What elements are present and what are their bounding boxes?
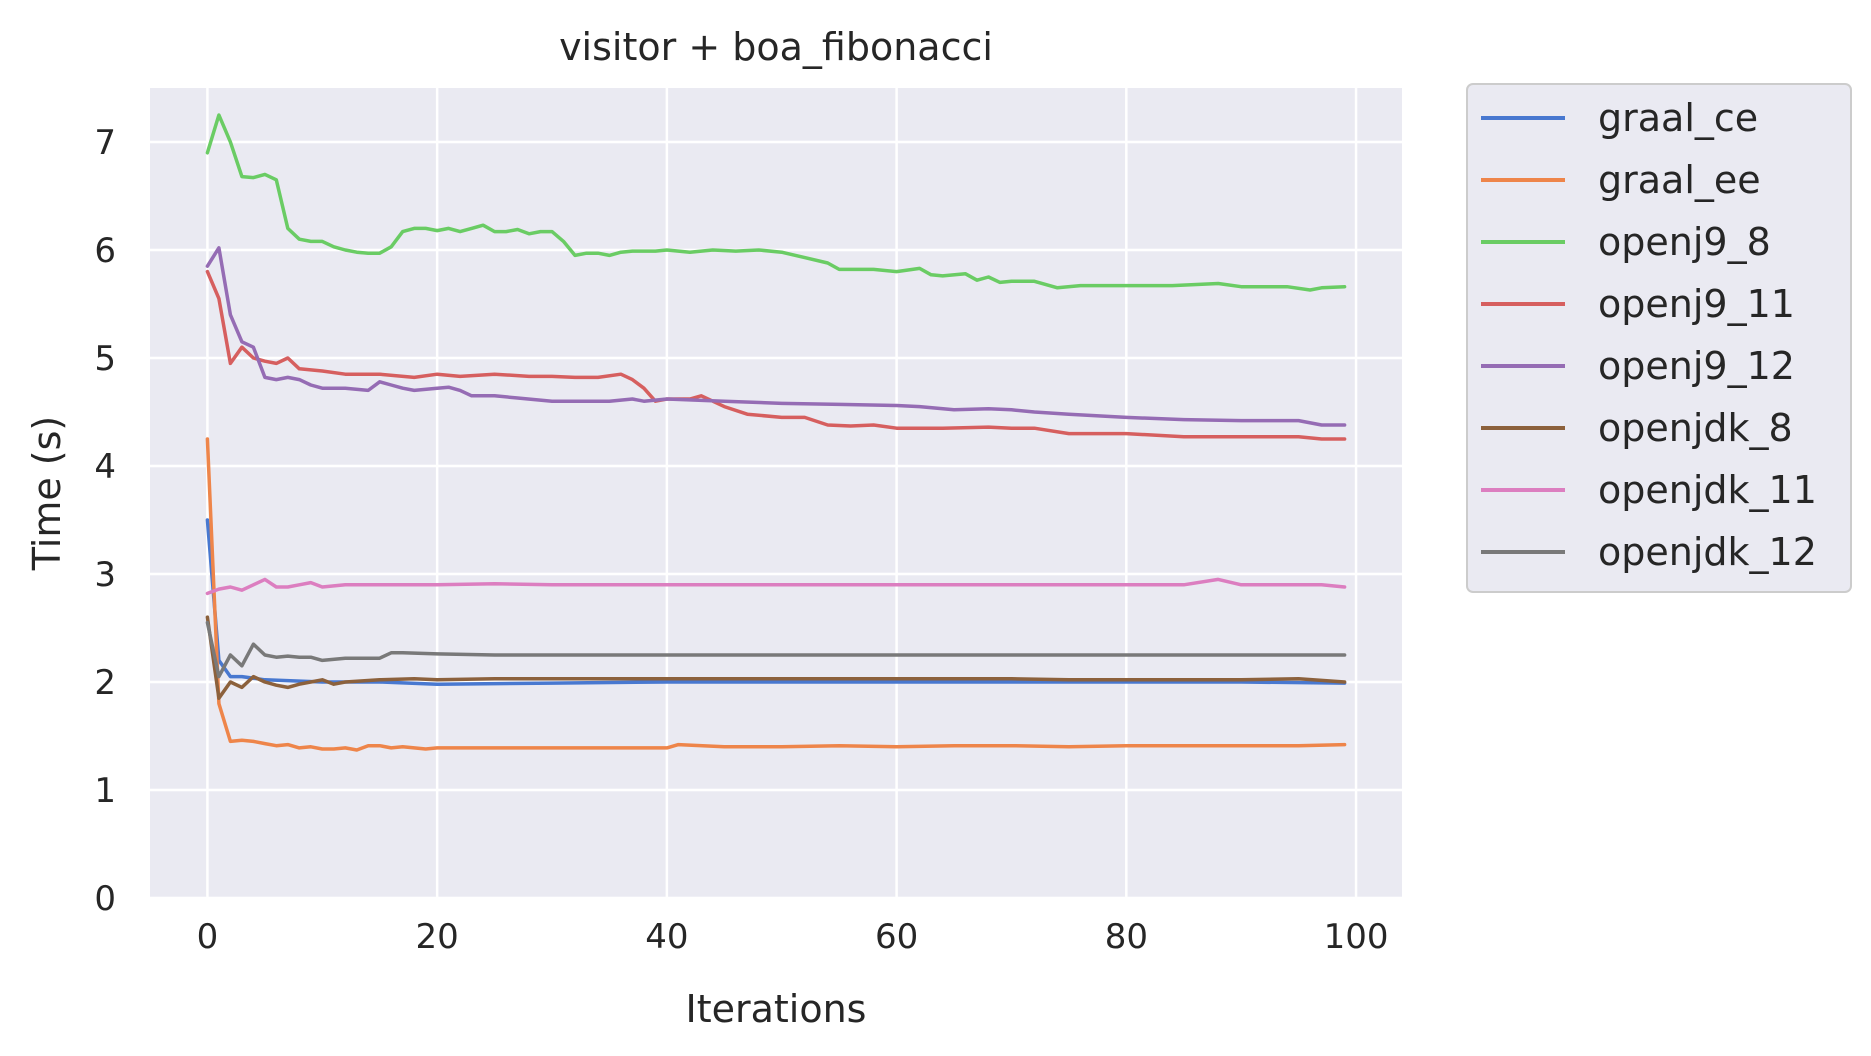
- y-tick-label: 7: [94, 123, 116, 163]
- series-line-openjdk-11: [205, 577, 1347, 596]
- series-line-graal-ce: [205, 518, 1347, 686]
- y-tick-label: 6: [94, 231, 116, 271]
- series-line-graal-ee: [205, 437, 1347, 752]
- legend-label: openjdk_12: [1598, 530, 1817, 574]
- x-tick-label: 0: [197, 917, 219, 957]
- x-tick-label: 80: [1105, 917, 1148, 957]
- legend-label: graal_ee: [1598, 158, 1761, 202]
- y-tick-label: 0: [94, 879, 116, 919]
- legend-label: openj9_12: [1598, 344, 1795, 388]
- x-tick-label: 100: [1324, 917, 1389, 957]
- legend-label: graal_ce: [1598, 96, 1758, 140]
- plot-background: [150, 88, 1402, 898]
- series-line-openj9-8: [205, 113, 1347, 292]
- y-tick-label: 3: [94, 555, 116, 595]
- x-tick-label: 20: [416, 917, 459, 957]
- x-axis-label: Iterations: [686, 987, 867, 1031]
- y-tick-label: 4: [94, 447, 116, 487]
- series-line-openj9-12: [205, 246, 1347, 427]
- legend-label: openjdk_8: [1598, 406, 1793, 450]
- x-tick-label: 60: [875, 917, 918, 957]
- series-line-openj9-11: [205, 269, 1347, 441]
- y-axis-label: Time (s): [25, 416, 69, 572]
- y-tick-label: 5: [94, 339, 116, 379]
- legend-frame: [1466, 83, 1852, 593]
- legend-label: openjdk_11: [1598, 468, 1817, 512]
- series-layer: [205, 113, 1347, 752]
- legend: graal_ce graal_ee openj9_8 openj9_11 openj9_…: [1466, 83, 1852, 593]
- legend-label: openj9_8: [1598, 220, 1771, 264]
- chart-title: visitor + boa_fibonacci: [559, 25, 993, 69]
- y-tick-label: 1: [94, 771, 116, 811]
- x-tick-label: 40: [645, 917, 688, 957]
- series-line-openjdk-12: [205, 620, 1347, 679]
- y-tick-label: 2: [94, 663, 116, 703]
- tick-labels: 0 1 2 3 4 5 6 7 0 20 40 60 80 100: [94, 123, 1388, 957]
- legend-label: openj9_11: [1598, 282, 1795, 326]
- grid-lines: [150, 88, 1402, 900]
- series-line-openjdk-8: [205, 615, 1347, 700]
